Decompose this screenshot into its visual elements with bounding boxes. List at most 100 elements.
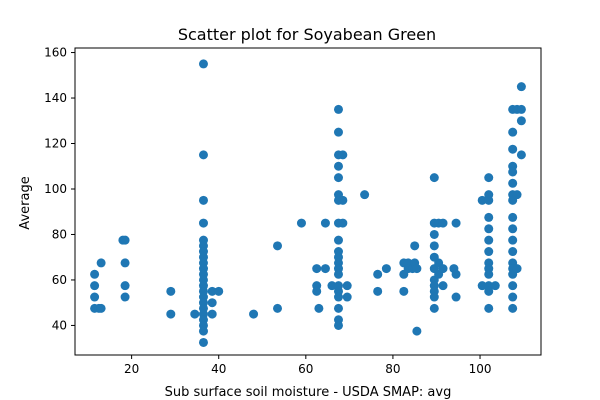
data-point <box>166 309 176 319</box>
y-axis-label: Average <box>18 176 33 229</box>
data-point <box>312 264 322 274</box>
data-point <box>477 281 487 291</box>
data-point <box>338 195 348 205</box>
data-point <box>508 247 518 257</box>
data-point <box>333 320 343 330</box>
x-axis-label: Sub surface soil moisture - USDA SMAP: a… <box>165 385 452 400</box>
data-point <box>273 303 283 313</box>
data-point <box>190 309 200 319</box>
x-tick-label: 20 <box>124 362 139 376</box>
data-point <box>477 195 487 205</box>
data-point <box>198 150 208 160</box>
data-point <box>333 173 343 183</box>
data-point <box>273 241 283 251</box>
data-point <box>429 173 439 183</box>
data-point <box>320 264 330 274</box>
y-tick-label: 80 <box>52 227 67 241</box>
data-point <box>333 127 343 137</box>
data-point <box>327 281 337 291</box>
data-point <box>198 326 208 336</box>
data-point <box>249 309 259 319</box>
data-point <box>338 218 348 228</box>
data-point <box>508 235 518 245</box>
data-point <box>484 173 494 183</box>
x-tick-label: 60 <box>298 362 313 376</box>
data-point <box>333 235 343 245</box>
data-point <box>120 258 130 268</box>
data-point <box>516 150 526 160</box>
data-point <box>90 269 100 279</box>
data-point <box>484 286 494 296</box>
data-point <box>451 218 461 228</box>
data-point <box>516 104 526 114</box>
data-point <box>120 281 130 291</box>
data-point <box>198 59 208 69</box>
data-point <box>451 292 461 302</box>
data-point <box>312 286 322 296</box>
data-point <box>508 224 518 234</box>
data-point <box>198 195 208 205</box>
data-point <box>198 337 208 347</box>
data-point <box>429 241 439 251</box>
y-tick-label: 160 <box>44 46 67 60</box>
data-point <box>296 218 306 228</box>
data-point <box>508 212 518 222</box>
data-point <box>484 212 494 222</box>
data-point <box>338 150 348 160</box>
data-point <box>429 229 439 239</box>
data-point <box>207 298 217 308</box>
data-point <box>360 190 370 200</box>
data-point <box>484 195 494 205</box>
data-point <box>508 281 518 291</box>
data-point <box>90 281 100 291</box>
data-point <box>512 190 522 200</box>
data-point <box>508 292 518 302</box>
data-point <box>429 303 439 313</box>
data-point <box>120 235 130 245</box>
y-axis-ticks: 40 60 80 100 120 140 160 <box>44 46 75 332</box>
y-tick-label: 40 <box>52 318 67 332</box>
data-point <box>333 292 343 302</box>
data-point <box>490 281 500 291</box>
x-axis-ticks: 20 40 60 80 100 <box>124 355 492 376</box>
data-point <box>333 269 343 279</box>
data-point <box>484 269 494 279</box>
data-point <box>451 269 461 279</box>
data-point <box>333 161 343 171</box>
y-tick-label: 120 <box>44 137 67 151</box>
x-tick-label: 80 <box>385 362 400 376</box>
x-tick-label: 100 <box>469 362 492 376</box>
data-point <box>207 286 217 296</box>
data-point <box>96 258 106 268</box>
data-point <box>438 281 448 291</box>
data-point <box>90 292 100 302</box>
y-tick-label: 100 <box>44 182 67 196</box>
data-point <box>484 303 494 313</box>
data-point <box>438 218 448 228</box>
data-point <box>508 127 518 137</box>
data-point <box>166 286 176 296</box>
data-point <box>512 264 522 274</box>
data-point <box>333 303 343 313</box>
data-point <box>373 286 383 296</box>
chart-title: Scatter plot for Soyabean Green <box>178 25 436 44</box>
y-tick-label: 140 <box>44 91 67 105</box>
data-point <box>508 144 518 154</box>
data-point <box>399 286 409 296</box>
data-point <box>508 167 518 177</box>
data-point <box>207 309 217 319</box>
data-point <box>438 264 448 274</box>
data-point <box>342 281 352 291</box>
points-layer <box>90 59 526 347</box>
data-point <box>381 264 391 274</box>
data-point <box>484 247 494 257</box>
data-point <box>314 303 324 313</box>
data-point <box>412 264 422 274</box>
data-point <box>508 178 518 188</box>
data-point <box>373 269 383 279</box>
data-point <box>484 224 494 234</box>
plot-frame <box>74 47 542 356</box>
data-point <box>516 82 526 92</box>
data-point <box>96 303 106 313</box>
